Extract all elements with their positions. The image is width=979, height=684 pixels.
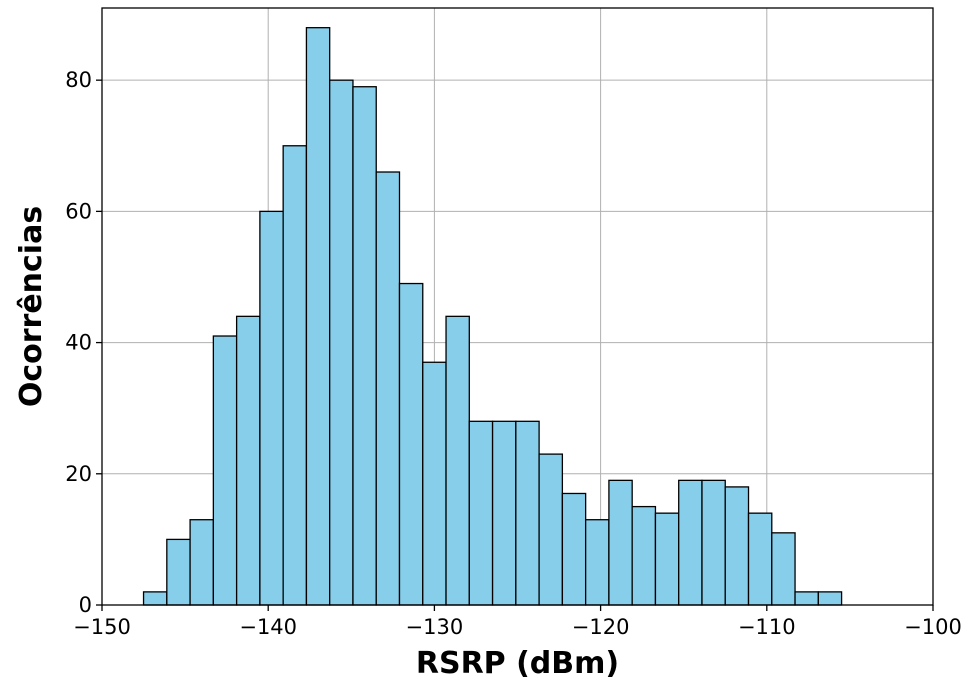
histogram-bar	[654, 512, 680, 606]
histogram-bar	[515, 420, 540, 606]
y-tick-label: 40	[65, 331, 92, 355]
x-axis-ticks: −150 −140 −130 −120 −110 −100	[73, 605, 962, 639]
histogram-bar	[584, 519, 610, 606]
y-axis-label: Ocorrências	[14, 206, 49, 407]
x-tick-label: −130	[406, 615, 464, 639]
histogram-bar	[538, 453, 564, 606]
histogram-bar	[631, 505, 657, 606]
x-tick-label: −150	[73, 615, 131, 639]
x-tick-label: −140	[239, 615, 297, 639]
histogram-bar	[561, 492, 587, 606]
x-axis-label: RSRP (dBm)	[416, 646, 619, 681]
histogram-bar	[468, 420, 494, 606]
histogram-bar	[491, 420, 517, 606]
histogram-bar	[608, 479, 633, 606]
histogram-bar	[235, 315, 261, 606]
x-tick-label: −110	[738, 615, 796, 639]
y-tick-label: 0	[79, 593, 92, 617]
histogram-bar	[212, 335, 238, 606]
histogram-bar	[142, 591, 168, 606]
histogram-bar	[259, 210, 284, 606]
histogram-bar	[166, 538, 191, 606]
plot-frame	[101, 7, 934, 606]
y-tick-label: 20	[65, 462, 92, 486]
histogram-bar	[352, 86, 377, 606]
histogram-bar	[305, 27, 331, 606]
y-tick-label: 60	[65, 199, 92, 223]
y-tick-label: 80	[65, 68, 92, 92]
histogram-bar	[189, 519, 215, 606]
histogram-bar	[398, 282, 424, 606]
y-axis-ticks: 0 20 40 60 80	[65, 68, 102, 617]
histogram-bar	[724, 486, 750, 606]
bars	[142, 27, 843, 606]
histogram-bar	[282, 145, 308, 606]
histogram-bar	[445, 315, 470, 606]
histogram-bar	[794, 591, 819, 606]
histogram-bar	[678, 479, 703, 606]
x-tick-label: −100	[904, 615, 962, 639]
histogram-bar	[747, 512, 773, 606]
histogram-bar	[817, 591, 843, 606]
histogram-bar	[375, 171, 401, 606]
histogram-bar	[701, 479, 726, 606]
histogram-bar	[422, 361, 447, 606]
histogram-bar	[771, 532, 796, 606]
histogram-bar	[329, 79, 354, 606]
x-tick-label: −120	[572, 615, 630, 639]
